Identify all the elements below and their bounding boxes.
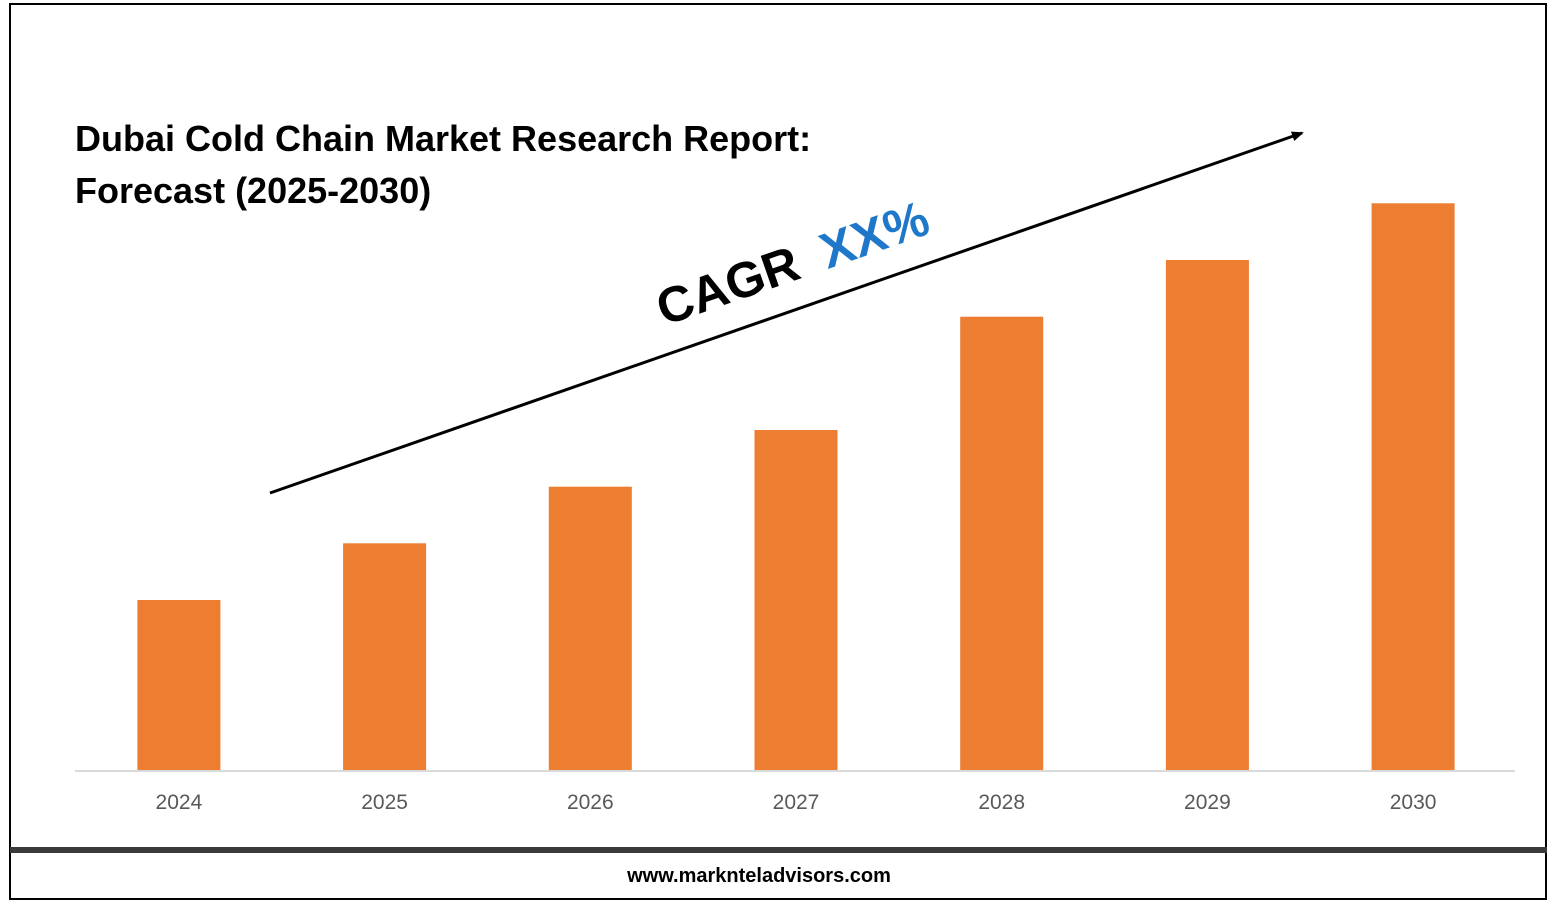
x-tick-2028: 2028 [978, 791, 1025, 814]
bar-2027 [754, 430, 838, 770]
x-tick-2030: 2030 [1390, 791, 1437, 814]
x-tick-2029: 2029 [1184, 791, 1231, 814]
footer-separator [10, 847, 1547, 853]
cagr-annotation: CAGR XX% [649, 190, 936, 336]
trend-arrow [269, 131, 1304, 495]
bar-2028 [960, 316, 1044, 770]
bar-2030 [1371, 203, 1455, 771]
chart-title-line-1: Dubai Cold Chain Market Research Report: [75, 118, 811, 159]
x-tick-labels: 2024 2025 2026 2027 2028 2029 2030 [156, 791, 1437, 814]
bar-2029 [1165, 260, 1249, 770]
x-tick-2026: 2026 [567, 791, 614, 814]
cagr-prefix: CAGR [649, 235, 806, 336]
chart-title-line-2: Forecast (2025-2030) [75, 170, 431, 211]
bar-group [137, 203, 1455, 771]
bar-2024 [137, 600, 221, 770]
bar-2026 [548, 486, 632, 770]
footer-website: www.marknteladvisors.com [626, 865, 891, 887]
bar-2025 [343, 543, 427, 770]
x-tick-2025: 2025 [361, 791, 408, 814]
x-tick-2027: 2027 [773, 791, 820, 814]
x-tick-2024: 2024 [156, 791, 203, 814]
